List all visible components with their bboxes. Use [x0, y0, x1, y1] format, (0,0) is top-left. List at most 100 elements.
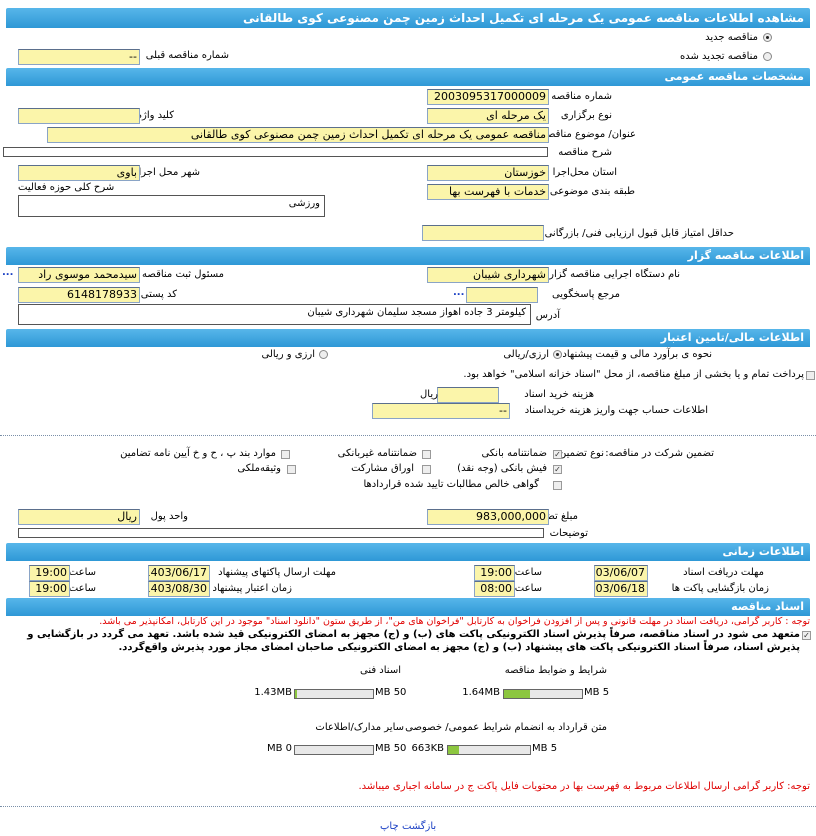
- section-finance: اطلاعات مالی/تامین اعتبار: [6, 329, 810, 347]
- bank-guarantee-checkbox[interactable]: ✓: [553, 450, 562, 459]
- time-label: ساعت: [514, 567, 542, 578]
- notes-field[interactable]: [18, 528, 544, 538]
- file-progress: [447, 745, 531, 755]
- address-field[interactable]: کیلومتر 3 جاده اهواز مسجد سلیمان شهرداری…: [18, 304, 531, 325]
- prev-number-field[interactable]: --: [18, 49, 140, 65]
- valid-time-field[interactable]: 19:00: [29, 581, 70, 597]
- send-time-field[interactable]: 19:00: [29, 565, 70, 581]
- file-max: 50 MB: [375, 743, 407, 754]
- amount-field[interactable]: 983,000,000: [427, 509, 549, 525]
- category-field[interactable]: خدمات با فهرست بها: [427, 184, 549, 200]
- open-time-field[interactable]: 08:00: [474, 581, 515, 597]
- account-label: اطلاعات حساب جهت واریز هزینه خریداسناد: [524, 405, 708, 416]
- doc-deadline-field[interactable]: 1403/06/07: [594, 565, 648, 581]
- estimate-label: نحوه ی برآورد مالی و قیمت پیشنهادی: [554, 349, 712, 360]
- ref-more-button[interactable]: ...: [453, 287, 465, 298]
- nonbank-guarantee-checkbox[interactable]: [422, 450, 431, 459]
- time-label: ساعت: [68, 567, 96, 578]
- amount-label: مبلغ تضمین: [529, 511, 578, 522]
- certificate-checkbox[interactable]: [553, 481, 562, 490]
- currency-label: واحد پول: [150, 511, 188, 522]
- file-max: 5 MB: [584, 687, 610, 698]
- renewed-tender-label: مناقصه تجدید شده: [680, 51, 758, 62]
- keyword-label: کلید واژه: [136, 110, 174, 121]
- tender-number-field[interactable]: 2003095317000009: [427, 89, 549, 105]
- prev-number-label: شماره مناقصه قبلی: [145, 50, 229, 61]
- open-label: زمان بازگشایی پاکت ها: [671, 583, 769, 594]
- ref-field[interactable]: [466, 287, 538, 303]
- file-label: سایر مدارک/اطلاعات: [315, 722, 404, 733]
- subject-label: عنوان/ موضوع مناقصه: [541, 129, 636, 140]
- new-tender-radio[interactable]: [763, 33, 772, 42]
- valid-date-field[interactable]: 1403/08/30: [148, 581, 210, 597]
- min-score-field[interactable]: [422, 225, 544, 241]
- time-label: ساعت: [514, 583, 542, 594]
- file-progress-fill: [295, 690, 298, 698]
- file-progress-fill: [504, 690, 530, 698]
- min-score-label: حداقل امتیاز قابل قبول ارزیابی فنی/ بازر…: [544, 228, 734, 239]
- property-label: وثیقه‌ملکی: [237, 463, 281, 474]
- org-field[interactable]: شهرداری شیبان: [427, 267, 549, 283]
- registrar-label: مسئول ثبت مناقصه: [142, 269, 224, 280]
- print-link[interactable]: چاپ: [380, 821, 399, 832]
- send-deadline-field[interactable]: 1403/06/17: [148, 565, 210, 581]
- doc-cost-unit: ریال: [420, 389, 438, 400]
- address-label: آدرس: [535, 310, 560, 321]
- commit-checkbox[interactable]: ✓: [802, 631, 811, 640]
- file-label: اسناد فنی: [360, 665, 401, 676]
- divider: [0, 806, 816, 807]
- valid-label: زمان اعتبار پیشنهاد: [212, 583, 292, 594]
- postal-field[interactable]: 6148178933: [18, 287, 140, 303]
- account-field[interactable]: --: [372, 403, 510, 419]
- cash-guarantee-label: فیش بانکی (وجه نقد): [457, 463, 547, 474]
- file-label: متن قرارداد به انضمام شرایط عمومی/ خصوصی: [405, 722, 607, 733]
- certificate-label: گواهی خالص مطالبات تایید شده قراردادها: [363, 479, 539, 490]
- renewed-tender-radio[interactable]: [763, 52, 772, 61]
- keyword-field[interactable]: [18, 108, 140, 124]
- property-checkbox[interactable]: [287, 465, 296, 474]
- page-title: مشاهده اطلاعات مناقصه عمومی یک مرحله ای …: [6, 8, 810, 28]
- section-docs: اسناد مناقصه: [6, 598, 810, 616]
- city-label: شهر محل اجرا: [138, 167, 200, 178]
- category-label: طبقه بندی موضوعی: [549, 186, 635, 197]
- registrar-more-button[interactable]: ...: [2, 267, 14, 278]
- guarantee-type-label: نوع تضمین: [559, 448, 604, 459]
- province-label: استان محل‌اجرا: [552, 167, 617, 178]
- bonds-checkbox[interactable]: [422, 465, 431, 474]
- notes-label: توضیحات: [549, 528, 588, 539]
- city-field[interactable]: باوی: [18, 165, 140, 181]
- estimate-both-radio[interactable]: [319, 350, 328, 359]
- currency-field[interactable]: ریال: [18, 509, 140, 525]
- file-size: 663KB: [411, 743, 444, 754]
- regulation-items-checkbox[interactable]: [281, 450, 290, 459]
- open-date-field[interactable]: 1403/06/18: [594, 581, 648, 597]
- section-timing: اطلاعات زمانی: [6, 543, 810, 561]
- registrar-field[interactable]: سیدمحمد موسوی راد: [18, 267, 140, 283]
- doc-time-field[interactable]: 19:00: [474, 565, 515, 581]
- file-progress: [294, 745, 374, 755]
- file-progress: [294, 689, 374, 699]
- holding-type-field[interactable]: یک مرحله ای: [427, 108, 549, 124]
- divider: [0, 435, 816, 436]
- file-max: 5 MB: [532, 743, 558, 754]
- bank-guarantee-label: ضمانتنامه بانکی: [481, 448, 547, 459]
- new-tender-label: مناقصه جدید: [705, 32, 758, 43]
- subject-field[interactable]: مناقصه عمومی یک مرحله ای تکمیل احداث زمی…: [47, 127, 549, 143]
- treasury-checkbox[interactable]: [806, 371, 815, 380]
- nonbank-guarantee-label: ضمانتنامه غیربانکی: [337, 448, 417, 459]
- province-field[interactable]: خوزستان: [427, 165, 549, 181]
- doc-cost-field[interactable]: [437, 387, 499, 403]
- doc-deadline-label: مهلت دریافت اسناد: [683, 567, 764, 578]
- file-label: شرایط و ضوابط مناقصه: [504, 665, 607, 676]
- bonds-label: اوراق مشارکت: [351, 463, 414, 474]
- cash-guarantee-checkbox[interactable]: ✓: [553, 465, 562, 474]
- activity-field[interactable]: ورزشی: [18, 195, 325, 217]
- regulation-items-label: موارد بند پ ، ح و خ آیین نامه تضامین: [120, 448, 276, 459]
- docs-warning: توجه : کاربر گرامی، دریافت اسناد در مهلت…: [99, 616, 810, 627]
- back-link[interactable]: بازگشت: [402, 821, 437, 832]
- holding-label: نوع برگزاری: [560, 110, 612, 121]
- file-size: 0 MB: [266, 743, 292, 754]
- estimate-rial-radio[interactable]: [553, 350, 562, 359]
- desc-label: شرح مناقصه: [558, 147, 612, 158]
- desc-field[interactable]: [3, 147, 548, 157]
